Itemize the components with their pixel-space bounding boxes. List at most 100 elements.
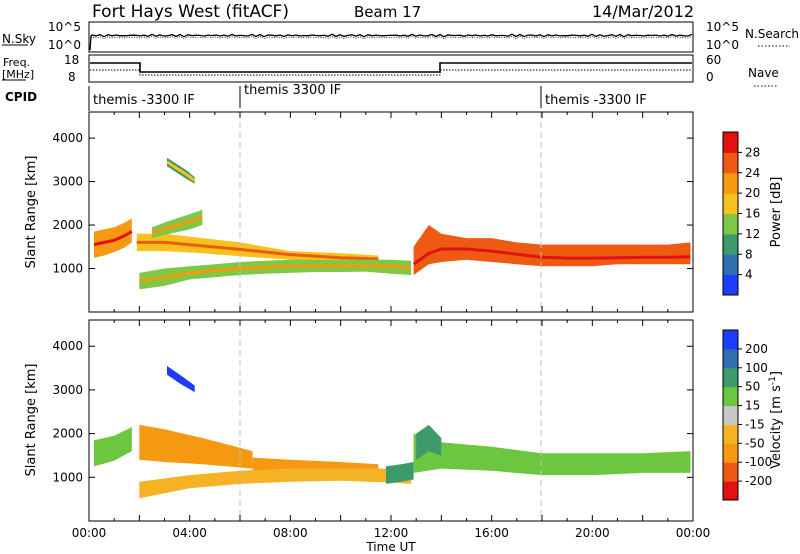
- noise-right-tick-bottom: 10^0: [706, 38, 739, 52]
- svg-text:Velocity [m s-1]: Velocity [m s-1]: [768, 371, 784, 469]
- cpid-segment-1: themis -3300 IF: [93, 93, 195, 108]
- x-tick-label: 00:00: [72, 526, 107, 540]
- nave-line: [90, 69, 692, 76]
- power-colorbar-swatch: [723, 152, 738, 174]
- vel-e: [386, 462, 414, 484]
- vel-b: [139, 424, 253, 469]
- band-a-core: [93, 230, 133, 247]
- power-colorbar-swatch: [723, 274, 738, 296]
- velocity-y-ticks: 1000 2000 3000 4000: [52, 339, 693, 484]
- velocity-colorbar-tick-label: -100: [745, 455, 772, 469]
- x-tick-label: 04:00: [172, 526, 207, 540]
- beam-title: Beam 17: [354, 3, 421, 21]
- velocity-colorbar-tick-label: 15: [745, 399, 760, 413]
- y-tick-label: 1000: [52, 470, 83, 484]
- vel-a: [94, 427, 132, 467]
- cpid-segment-2: themis 3300 IF: [244, 83, 341, 98]
- nave-label: Nave: [748, 66, 779, 80]
- power-colorbar-tick-label: 4: [745, 268, 753, 282]
- power-colorbar-tick-label: 12: [745, 227, 760, 241]
- power-colorbar-tick-label: 16: [745, 207, 760, 221]
- band-d-core: [151, 215, 203, 235]
- noise-left-label: N.Sky: [2, 32, 36, 46]
- date-title: 14/Mar/2012: [592, 2, 694, 21]
- velocity-axes-frame: [88, 319, 694, 522]
- band-f-core: [412, 247, 691, 266]
- velocity-colorbar-swatch: [723, 481, 738, 501]
- nave-tick-top: 60: [706, 53, 721, 67]
- vel-f: [167, 365, 195, 393]
- power-colorbar: 4 8 12 16 20 24 28 Power [dB]: [722, 131, 784, 296]
- velocity-colorbar-swatch: [723, 462, 738, 482]
- band-e-core: [166, 160, 196, 182]
- power-colorbar-swatch: [723, 132, 738, 153]
- station-title: Fort Hays West (fitACF): [92, 2, 289, 22]
- noise-sky-line: [89, 33, 693, 51]
- nave-tick-bottom: 0: [706, 70, 714, 84]
- velocity-colorbar: 200 100 50 15 -15 -50 -100 -200 Velocity [m s-1…: [722, 329, 784, 501]
- y-tick-label: 2000: [52, 427, 83, 441]
- velocity-colorbar-swatch: [723, 405, 738, 425]
- power-colorbar-swatch: [723, 193, 738, 214]
- freq-label-line2: [MHz]: [2, 68, 34, 81]
- power-panel: 1000 2000 3000 4000 Slant Range [km]: [24, 111, 694, 313]
- power-colorbar-tick-label: 20: [745, 186, 760, 200]
- freq-tick-top: 18: [64, 53, 79, 67]
- velocity-colorbar-swatch: [723, 386, 738, 407]
- power-y-axis-label: Slant Range [km]: [24, 156, 39, 269]
- vel-h: [416, 424, 442, 460]
- velocity-bands: [94, 365, 691, 499]
- y-tick-label: 4000: [52, 131, 83, 145]
- cpid-label: CPID: [5, 90, 37, 104]
- band-c-core: [139, 264, 412, 283]
- noise-left-tick-top: 10^5: [48, 20, 81, 34]
- power-x-ticks: [88, 112, 694, 312]
- freq-panel: Freq. [MHz] 18 8 60 0 Nave: [2, 53, 779, 87]
- power-bands: [93, 157, 691, 290]
- band-f: [413, 225, 691, 275]
- y-tick-label: 3000: [52, 175, 83, 189]
- power-y-ticks: 1000 2000 3000 4000: [52, 131, 693, 276]
- power-colorbar-swatch: [723, 213, 738, 235]
- x-tick-label: 00:00: [676, 526, 711, 540]
- x-tick-labels: 00:00 04:00 08:00 12:00 16:00 20:00 00:00: [72, 526, 711, 540]
- velocity-colorbar-tick-label: 50: [745, 380, 760, 394]
- vel-d: [139, 468, 412, 499]
- freq-tick-bottom: 8: [68, 70, 76, 84]
- x-tick-label: 20:00: [575, 526, 610, 540]
- power-colorbar-tick-label: 8: [745, 247, 753, 261]
- velocity-colorbar-label: Velocity [m s-1]: [768, 371, 784, 469]
- y-tick-label: 2000: [52, 218, 83, 232]
- cpid-row: CPID themis -3300 IF themis 3300 IF them…: [5, 83, 647, 111]
- noise-left-tick-bottom: 10^0: [48, 38, 81, 52]
- velocity-colorbar-tick-label: 100: [745, 361, 768, 375]
- band-b-core: [136, 240, 379, 261]
- noise-search-line: [90, 35, 693, 40]
- velocity-colorbar-swatch: [723, 367, 738, 388]
- power-colorbar-tick-label: 24: [745, 166, 760, 180]
- noise-right-tick-top: 10^5: [706, 20, 739, 34]
- velocity-x-ticks: [88, 320, 694, 521]
- velocity-colorbar-tick-label: -50: [745, 436, 765, 450]
- velocity-colorbar-swatch: [723, 443, 738, 463]
- power-colorbar-swatch: [723, 172, 738, 194]
- velocity-colorbar-tick-label: -15: [745, 417, 765, 431]
- y-tick-label: 3000: [52, 383, 83, 397]
- velocity-panel: 1000 2000 3000 4000 Slant Range [km]: [24, 319, 694, 522]
- vel-g: [413, 433, 691, 476]
- velocity-colorbar-tick-label: -200: [745, 474, 772, 488]
- x-tick-label: 12:00: [374, 526, 409, 540]
- velocity-colorbar-swatch: [723, 424, 738, 444]
- freq-line: [90, 62, 692, 73]
- noise-right-label: N.Search: [745, 27, 799, 41]
- power-colorbar-tick-label: 28: [745, 145, 760, 159]
- y-tick-label: 4000: [52, 339, 83, 353]
- band-a: [94, 218, 132, 258]
- velocity-colorbar-swatch: [723, 330, 738, 350]
- power-colorbar-label: Power [dB]: [769, 177, 784, 248]
- x-tick-label: 16:00: [474, 526, 509, 540]
- power-colorbar-swatch: [723, 254, 738, 276]
- x-axis-label: Time UT: [365, 540, 416, 554]
- cpid-segment-3: themis -3300 IF: [545, 93, 647, 108]
